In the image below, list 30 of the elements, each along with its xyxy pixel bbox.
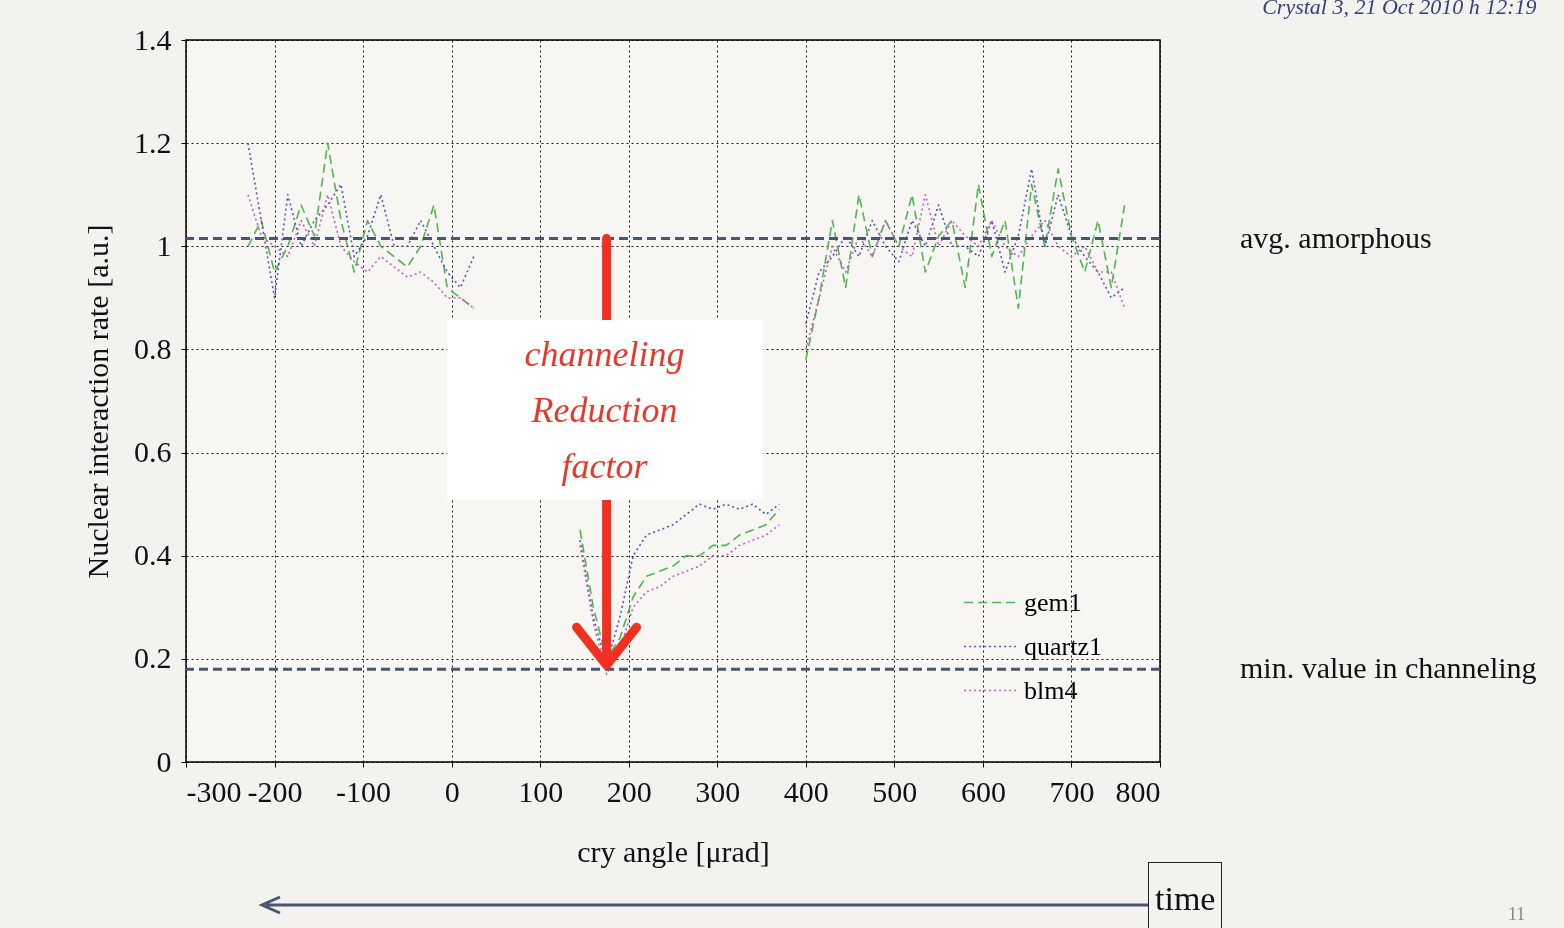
y-tick-label: 1 (156, 228, 172, 262)
legend-label: gem1 (1024, 587, 1082, 617)
text: 11 (1508, 904, 1526, 925)
y-tick-label: 0.8 (134, 331, 172, 365)
y-tick-label: 1.2 (134, 125, 172, 159)
x-tick-label: -300 (186, 774, 242, 808)
x-axis-title: cry angle [μrad] (577, 834, 770, 868)
x-tick-label: -100 (336, 774, 392, 808)
x-tick-label: 100 (518, 774, 564, 808)
ref-line-label: avg. amorphous (1240, 220, 1432, 254)
y-tick-label: 0.6 (134, 435, 172, 469)
y-axis-title: Nuclear interaction rate [a.u.] (81, 224, 114, 579)
y-tick-label: 1.4 (134, 22, 172, 56)
legend-label: quartz1 (1024, 631, 1102, 661)
legend-label: blm4 (1024, 675, 1078, 705)
ref-line-label: min. value in channeling (1240, 651, 1537, 685)
y-tick-label: 0.2 (134, 641, 172, 675)
x-tick-label: 800 (1115, 774, 1161, 808)
x-tick-label: 400 (783, 774, 829, 808)
x-tick-label: 500 (872, 774, 918, 808)
x-tick-label: 600 (960, 774, 1006, 808)
x-tick-label: 200 (606, 774, 652, 808)
x-tick-label: 700 (1049, 774, 1095, 808)
x-tick-label: -200 (247, 774, 303, 808)
text: time (1148, 862, 1223, 928)
x-tick-label: 0 (444, 774, 460, 808)
x-tick-label: 300 (695, 774, 741, 808)
y-tick-label: 0 (156, 744, 172, 778)
y-tick-label: 0.4 (134, 538, 172, 572)
note-box: channeling Reduction factor (446, 319, 763, 500)
